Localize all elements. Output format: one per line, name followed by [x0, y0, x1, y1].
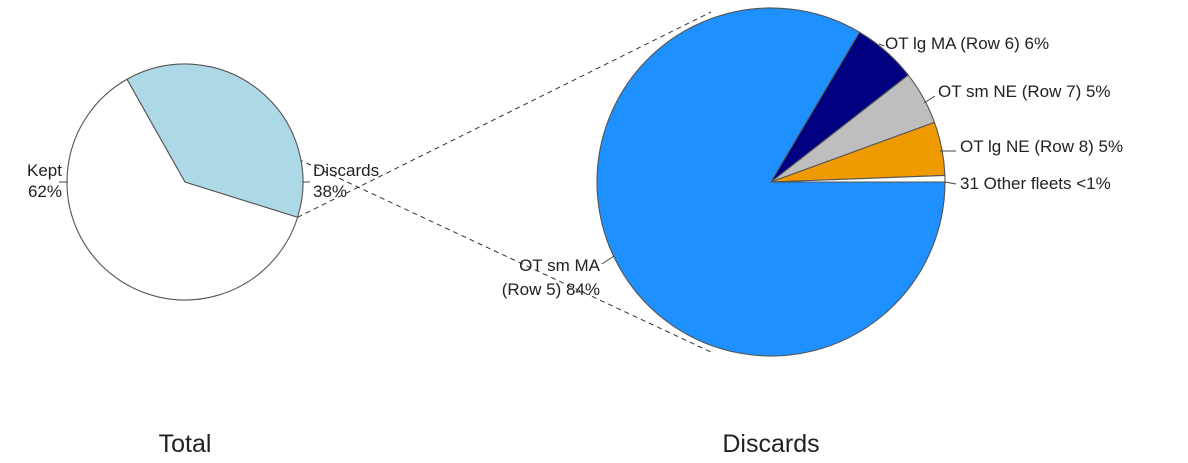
label-line: OT sm NE (Row 7) 5% — [938, 82, 1111, 101]
total-slice-kept-62 — [66, 78, 299, 301]
total-slice-discards-38-label: Discards 38% — [313, 161, 379, 201]
total-pie: Kept 62% Discards 38% — [27, 63, 379, 301]
zoom-connector-lines — [126, 11, 712, 353]
discards-slice-ot-sm-ma-row-5-84-label: OT sm MA (Row 5) 84% — [502, 256, 601, 299]
discards-slice-31-other-fleets-1-label-tick — [944, 181, 957, 185]
label-line: OT sm MA — [519, 256, 601, 275]
label-line: 31 Other fleets <1% — [960, 174, 1111, 193]
label-line: (Row 5) 84% — [502, 280, 600, 299]
discards-slice-ot-sm-ne-row-7-5-label-tick — [923, 95, 936, 104]
label-line: 38% — [313, 182, 347, 201]
discards-slice-31-other-fleets-1-label: 31 Other fleets <1% — [960, 174, 1111, 193]
discards-slice-31-other-fleets-1 — [770, 174, 946, 183]
discards-slice-ot-lg-ma-row-6-6-label: OT lg MA (Row 6) 6% — [885, 34, 1049, 53]
total-pie-title: Total — [159, 430, 212, 458]
discards-slice-ot-lg-ma-row-6-6-label-tick — [878, 43, 885, 47]
label-line: OT lg MA (Row 6) 6% — [885, 34, 1049, 53]
discards-pie: OT sm MA (Row 5) 84% OT lg MA (Row 6) 6% OT… — [502, 7, 1123, 357]
discards-pie-title: Discards — [722, 430, 819, 458]
total-slice-kept-62-label: Kept 62% — [27, 161, 62, 201]
label-line: 62% — [28, 182, 62, 201]
discards-slice-ot-sm-ma-row-5-84-label-tick — [601, 255, 615, 265]
discards-slice-ot-lg-ne-row-8-5-label: OT lg NE (Row 8) 5% — [960, 137, 1123, 156]
upper-zoom-connector — [297, 11, 712, 218]
total-slice-discards-38 — [126, 63, 304, 218]
label-line: OT lg NE (Row 8) 5% — [960, 137, 1123, 156]
discards-slice-ot-sm-ne-row-7-5-label: OT sm NE (Row 7) 5% — [938, 82, 1111, 101]
label-line: Kept — [27, 161, 62, 180]
label-line: Discards — [313, 161, 379, 180]
